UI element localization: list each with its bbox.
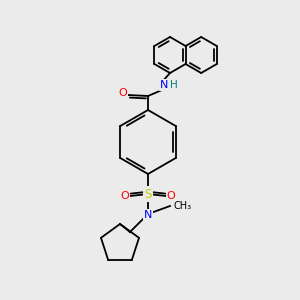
Text: S: S (144, 188, 152, 200)
Text: N: N (144, 210, 152, 220)
Text: O: O (118, 88, 127, 98)
Text: CH₃: CH₃ (173, 201, 191, 211)
Text: H: H (170, 80, 178, 90)
Text: O: O (121, 191, 129, 201)
Text: N: N (160, 80, 168, 90)
Text: O: O (167, 191, 176, 201)
Text: N: N (160, 80, 168, 90)
